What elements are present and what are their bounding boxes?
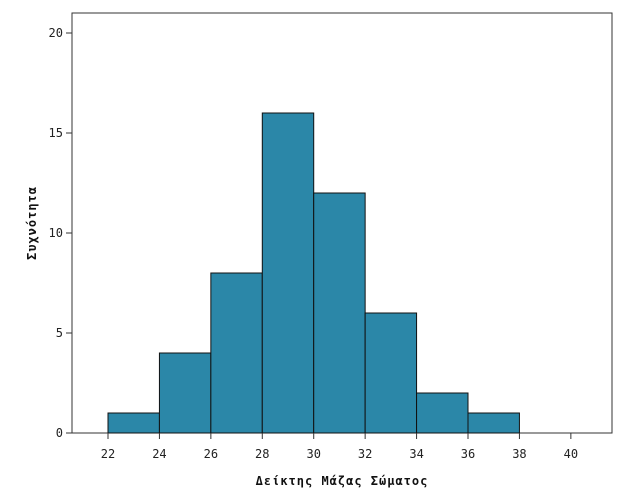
x-tick-label: 24 — [152, 447, 166, 461]
x-tick-label: 40 — [564, 447, 578, 461]
histogram-bar-3 — [210, 272, 263, 434]
histogram-bar-8 — [467, 412, 520, 434]
y-axis: 0 5 10 15 20 — [49, 26, 72, 440]
y-axis-title: Συχνότητα — [25, 186, 39, 260]
y-tick-label: 10 — [49, 226, 63, 240]
histogram-bar-6 — [364, 312, 418, 434]
histogram-bar-1 — [107, 412, 160, 434]
histogram-bar-4 — [261, 112, 315, 434]
x-tick-label: 26 — [204, 447, 218, 461]
histogram-bar-5 — [313, 192, 366, 434]
x-tick-label: 22 — [101, 447, 115, 461]
y-tick-label: 5 — [56, 326, 63, 340]
x-axis: 22 24 26 28 30 32 34 36 38 40 — [101, 433, 578, 461]
x-tick-label: 38 — [512, 447, 526, 461]
x-tick-label: 34 — [409, 447, 423, 461]
histogram-bar-7 — [416, 392, 469, 434]
x-tick-label: 30 — [306, 447, 320, 461]
y-tick-label: 0 — [56, 426, 63, 440]
y-tick-label: 15 — [49, 126, 63, 140]
x-tick-label: 28 — [255, 447, 269, 461]
x-tick-label: 32 — [358, 447, 372, 461]
bars-group — [107, 112, 520, 434]
x-tick-label: 36 — [461, 447, 475, 461]
histogram-bar-2 — [158, 352, 212, 434]
y-tick-label: 20 — [49, 26, 63, 40]
x-axis-title: Δείκτης Μάζας Σώματος — [256, 474, 429, 488]
